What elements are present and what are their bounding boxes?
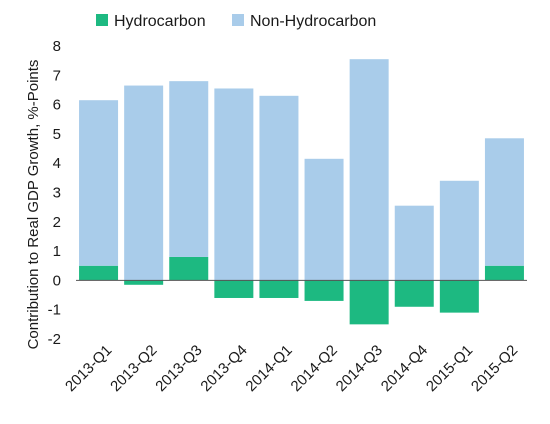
y-tick-label: -1 (48, 302, 61, 319)
bar-non-hydrocarbon-2013-Q4 (214, 88, 254, 281)
bar-non-hydrocarbon-2014-Q2 (304, 158, 344, 281)
y-tick-label: -2 (48, 331, 61, 348)
y-axis: -2 -1 0 1 2 3 4 5 6 7 8 (48, 38, 61, 348)
x-axis: 2013-Q12013-Q22013-Q32013-Q42014-Q12014-… (62, 342, 521, 395)
bar-hydrocarbon-2014-Q3 (349, 280, 389, 325)
y-tick-label: 6 (53, 97, 61, 114)
x-tick-label: 2014-Q1 (242, 342, 295, 395)
x-tick-label: 2015-Q1 (423, 342, 476, 395)
bar-hydrocarbon-2013-Q2 (124, 280, 164, 285)
legend-swatch-1 (232, 14, 244, 26)
y-tick-label: 4 (53, 155, 61, 172)
y-tick-label: 1 (53, 243, 61, 260)
y-tick-label: 2 (53, 214, 61, 231)
legend: Hydrocarbon Non-Hydrocarbon (96, 13, 376, 30)
bar-non-hydrocarbon-2014-Q3 (349, 59, 389, 281)
bar-hydrocarbon-2015-Q1 (439, 280, 479, 313)
bar-non-hydrocarbon-2015-Q2 (484, 138, 524, 266)
bar-non-hydrocarbon-2015-Q1 (439, 180, 479, 281)
y-tick-label: 3 (53, 185, 61, 202)
x-tick-label: 2013-Q3 (152, 342, 205, 395)
x-tick-label: 2014-Q4 (378, 342, 431, 395)
bar-non-hydrocarbon-2013-Q1 (79, 100, 119, 266)
bar-hydrocarbon-2014-Q1 (259, 280, 299, 298)
bar-hydrocarbon-2014-Q2 (304, 280, 344, 301)
y-axis-label: Contribution to Real GDP Growth, %-Point… (25, 60, 42, 350)
x-tick-label: 2015-Q2 (468, 342, 521, 395)
bars (76, 59, 527, 325)
x-tick-label: 2013-Q1 (62, 342, 115, 395)
bar-non-hydrocarbon-2013-Q3 (169, 81, 209, 257)
bar-hydrocarbon-2014-Q4 (394, 280, 434, 307)
bar-hydrocarbon-2013-Q1 (79, 265, 119, 281)
bar-hydrocarbon-2013-Q3 (169, 256, 209, 281)
bar-hydrocarbon-2013-Q4 (214, 280, 254, 298)
x-tick-label: 2013-Q4 (197, 342, 250, 395)
bar-non-hydrocarbon-2014-Q1 (259, 95, 299, 281)
y-tick-label: 8 (53, 38, 61, 55)
x-tick-label: 2014-Q2 (288, 342, 341, 395)
y-tick-label: 5 (53, 126, 61, 143)
x-tick-label: 2014-Q3 (333, 342, 386, 395)
bar-hydrocarbon-2015-Q2 (484, 265, 524, 281)
bar-non-hydrocarbon-2013-Q2 (124, 85, 164, 281)
legend-label-1: Non-Hydrocarbon (250, 13, 376, 30)
bar-non-hydrocarbon-2014-Q4 (394, 205, 434, 281)
legend-swatch-0 (96, 14, 108, 26)
legend-label-0: Hydrocarbon (114, 13, 206, 30)
x-tick-label: 2013-Q2 (107, 342, 160, 395)
y-tick-label: 0 (53, 272, 61, 289)
y-tick-label: 7 (53, 67, 61, 84)
